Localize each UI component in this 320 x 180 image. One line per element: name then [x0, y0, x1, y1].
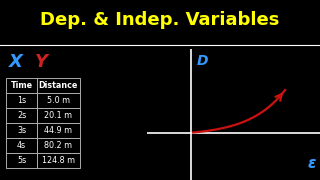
Bar [37, 138, 80, 153]
Bar [6, 138, 37, 153]
Text: 20.1 m: 20.1 m [44, 111, 72, 120]
Text: 44.9 m: 44.9 m [44, 126, 72, 135]
Text: 2s: 2s [17, 111, 26, 120]
Bar [6, 78, 37, 93]
Text: ε: ε [307, 156, 316, 171]
Bar [37, 93, 80, 108]
Bar [37, 108, 80, 123]
Text: 4s: 4s [17, 141, 26, 150]
Bar [37, 123, 80, 138]
Text: Time: Time [11, 81, 33, 90]
Bar [6, 93, 37, 108]
Text: 5s: 5s [17, 156, 26, 165]
Text: 80.2 m: 80.2 m [44, 141, 72, 150]
Text: Dep. & Indep. Variables: Dep. & Indep. Variables [40, 11, 280, 29]
Text: 5.0 m: 5.0 m [47, 96, 70, 105]
Text: 3s: 3s [17, 126, 26, 135]
Bar [37, 153, 80, 168]
Bar [6, 123, 37, 138]
Bar [6, 153, 37, 168]
Text: X: X [8, 53, 22, 71]
Text: Y: Y [35, 53, 48, 71]
Bar [37, 78, 80, 93]
Text: Distance: Distance [39, 81, 78, 90]
Text: 1s: 1s [17, 96, 26, 105]
Text: D: D [197, 54, 208, 68]
Text: 124.8 m: 124.8 m [42, 156, 75, 165]
Bar [6, 108, 37, 123]
